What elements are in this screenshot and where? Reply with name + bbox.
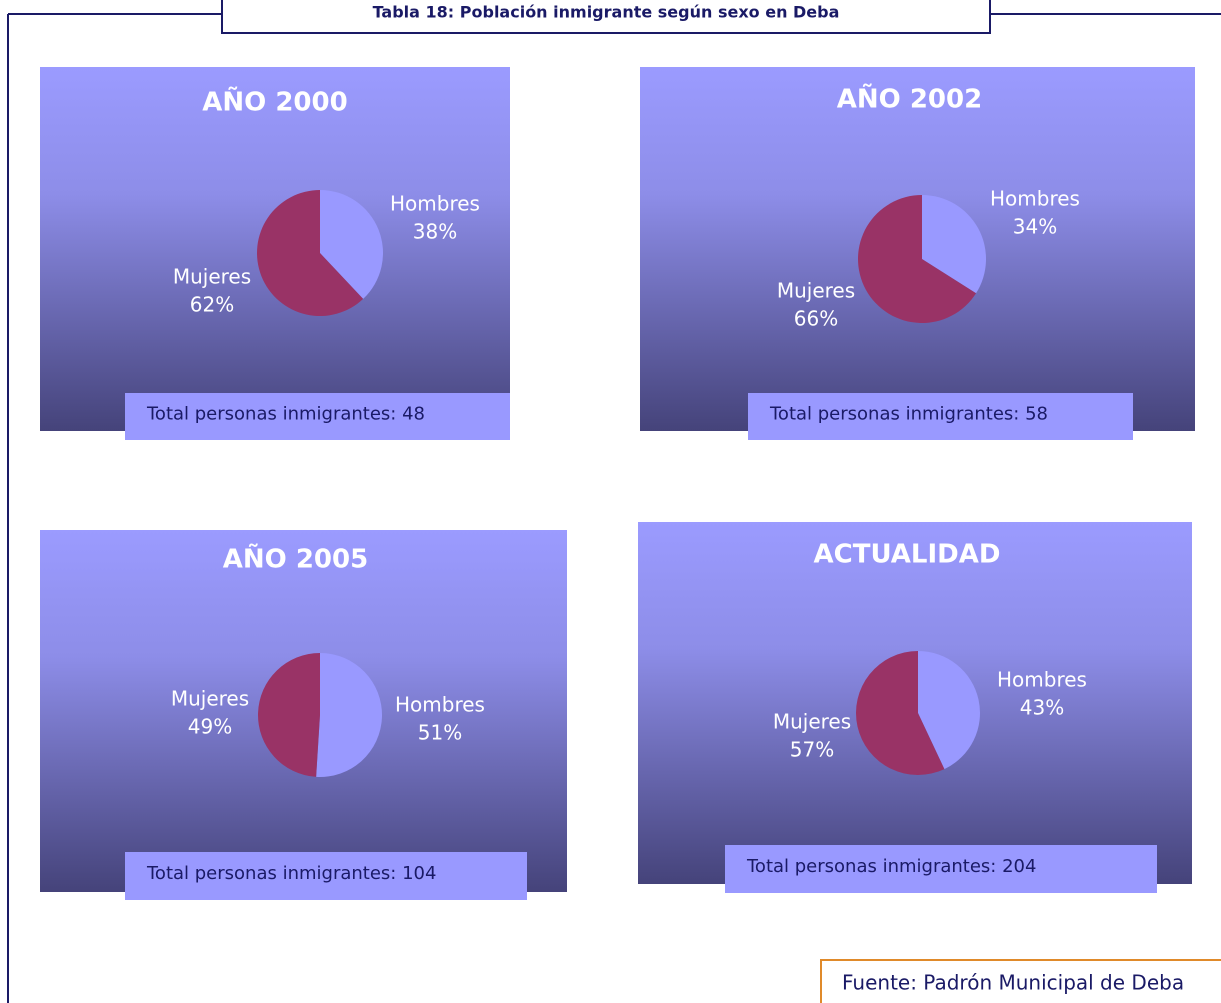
slice-value-label: 38% — [413, 220, 457, 244]
source-box: Fuente: Padrón Municipal de Deba — [820, 959, 1221, 1003]
slice-category: Mujeres — [171, 687, 249, 711]
title-box — [221, 0, 991, 34]
source-border — [820, 959, 1221, 1003]
total-label: Total personas inmigrantes: 58 — [769, 404, 1048, 425]
pie-slice — [918, 651, 980, 770]
slice-value-label: 57% — [790, 738, 834, 762]
pie-slice — [922, 195, 986, 294]
pie-slice — [257, 653, 320, 777]
pie-panel: AÑO 2005 Hombres 51% Mujeres 49% Total person… — [40, 530, 567, 900]
slice-category: Hombres — [390, 192, 480, 216]
pie-slice — [856, 651, 945, 775]
total-label: Total personas inmigrantes: 104 — [146, 863, 436, 884]
pie-slice — [257, 190, 364, 316]
slice-category: Mujeres — [777, 279, 855, 303]
pie-slice — [316, 653, 382, 778]
slice-category: Hombres — [990, 187, 1080, 211]
chart-title: AÑO 2000 — [202, 86, 347, 118]
total-box — [125, 393, 510, 440]
source: Fuente: Padrón Municipal de Deba — [842, 971, 1184, 995]
pie-panel: AÑO 2000 Hombres 38% Mujeres 62% Total person… — [40, 67, 510, 440]
slice-category: Mujeres — [773, 710, 851, 734]
pie-slice — [320, 190, 383, 299]
slice-category: Hombres — [997, 668, 1087, 692]
slice-value-label: 43% — [1020, 696, 1064, 720]
pie-slice — [858, 195, 977, 323]
total-box — [125, 852, 527, 900]
slice-value-label: 51% — [418, 721, 462, 745]
total-box — [725, 845, 1157, 893]
chart-title: ACTUALIDAD — [814, 540, 1001, 570]
total-label: Total personas inmigrantes: 204 — [746, 856, 1036, 877]
slice-value-label: 62% — [190, 293, 234, 317]
slice-category: Hombres — [395, 693, 485, 717]
slice-category: Mujeres — [173, 265, 251, 289]
slice-value-label: 34% — [1013, 215, 1057, 239]
total-label: Total personas inmigrantes: 48 — [146, 404, 425, 425]
pie-panel: AÑO 2002 Hombres 34% Mujeres 66% Total person… — [640, 67, 1195, 440]
pie-panel: ACTUALIDAD Hombres 43% Mujeres 57% Total pers… — [638, 522, 1192, 893]
total-box — [748, 393, 1133, 440]
chart-title: AÑO 2002 — [837, 83, 982, 115]
slice-value-label: 49% — [188, 715, 232, 739]
slice-value-label: 66% — [794, 307, 838, 331]
chart-title: AÑO 2005 — [223, 543, 368, 575]
page-title: Tabla 18: Población inmigrante según sex… — [373, 3, 840, 22]
